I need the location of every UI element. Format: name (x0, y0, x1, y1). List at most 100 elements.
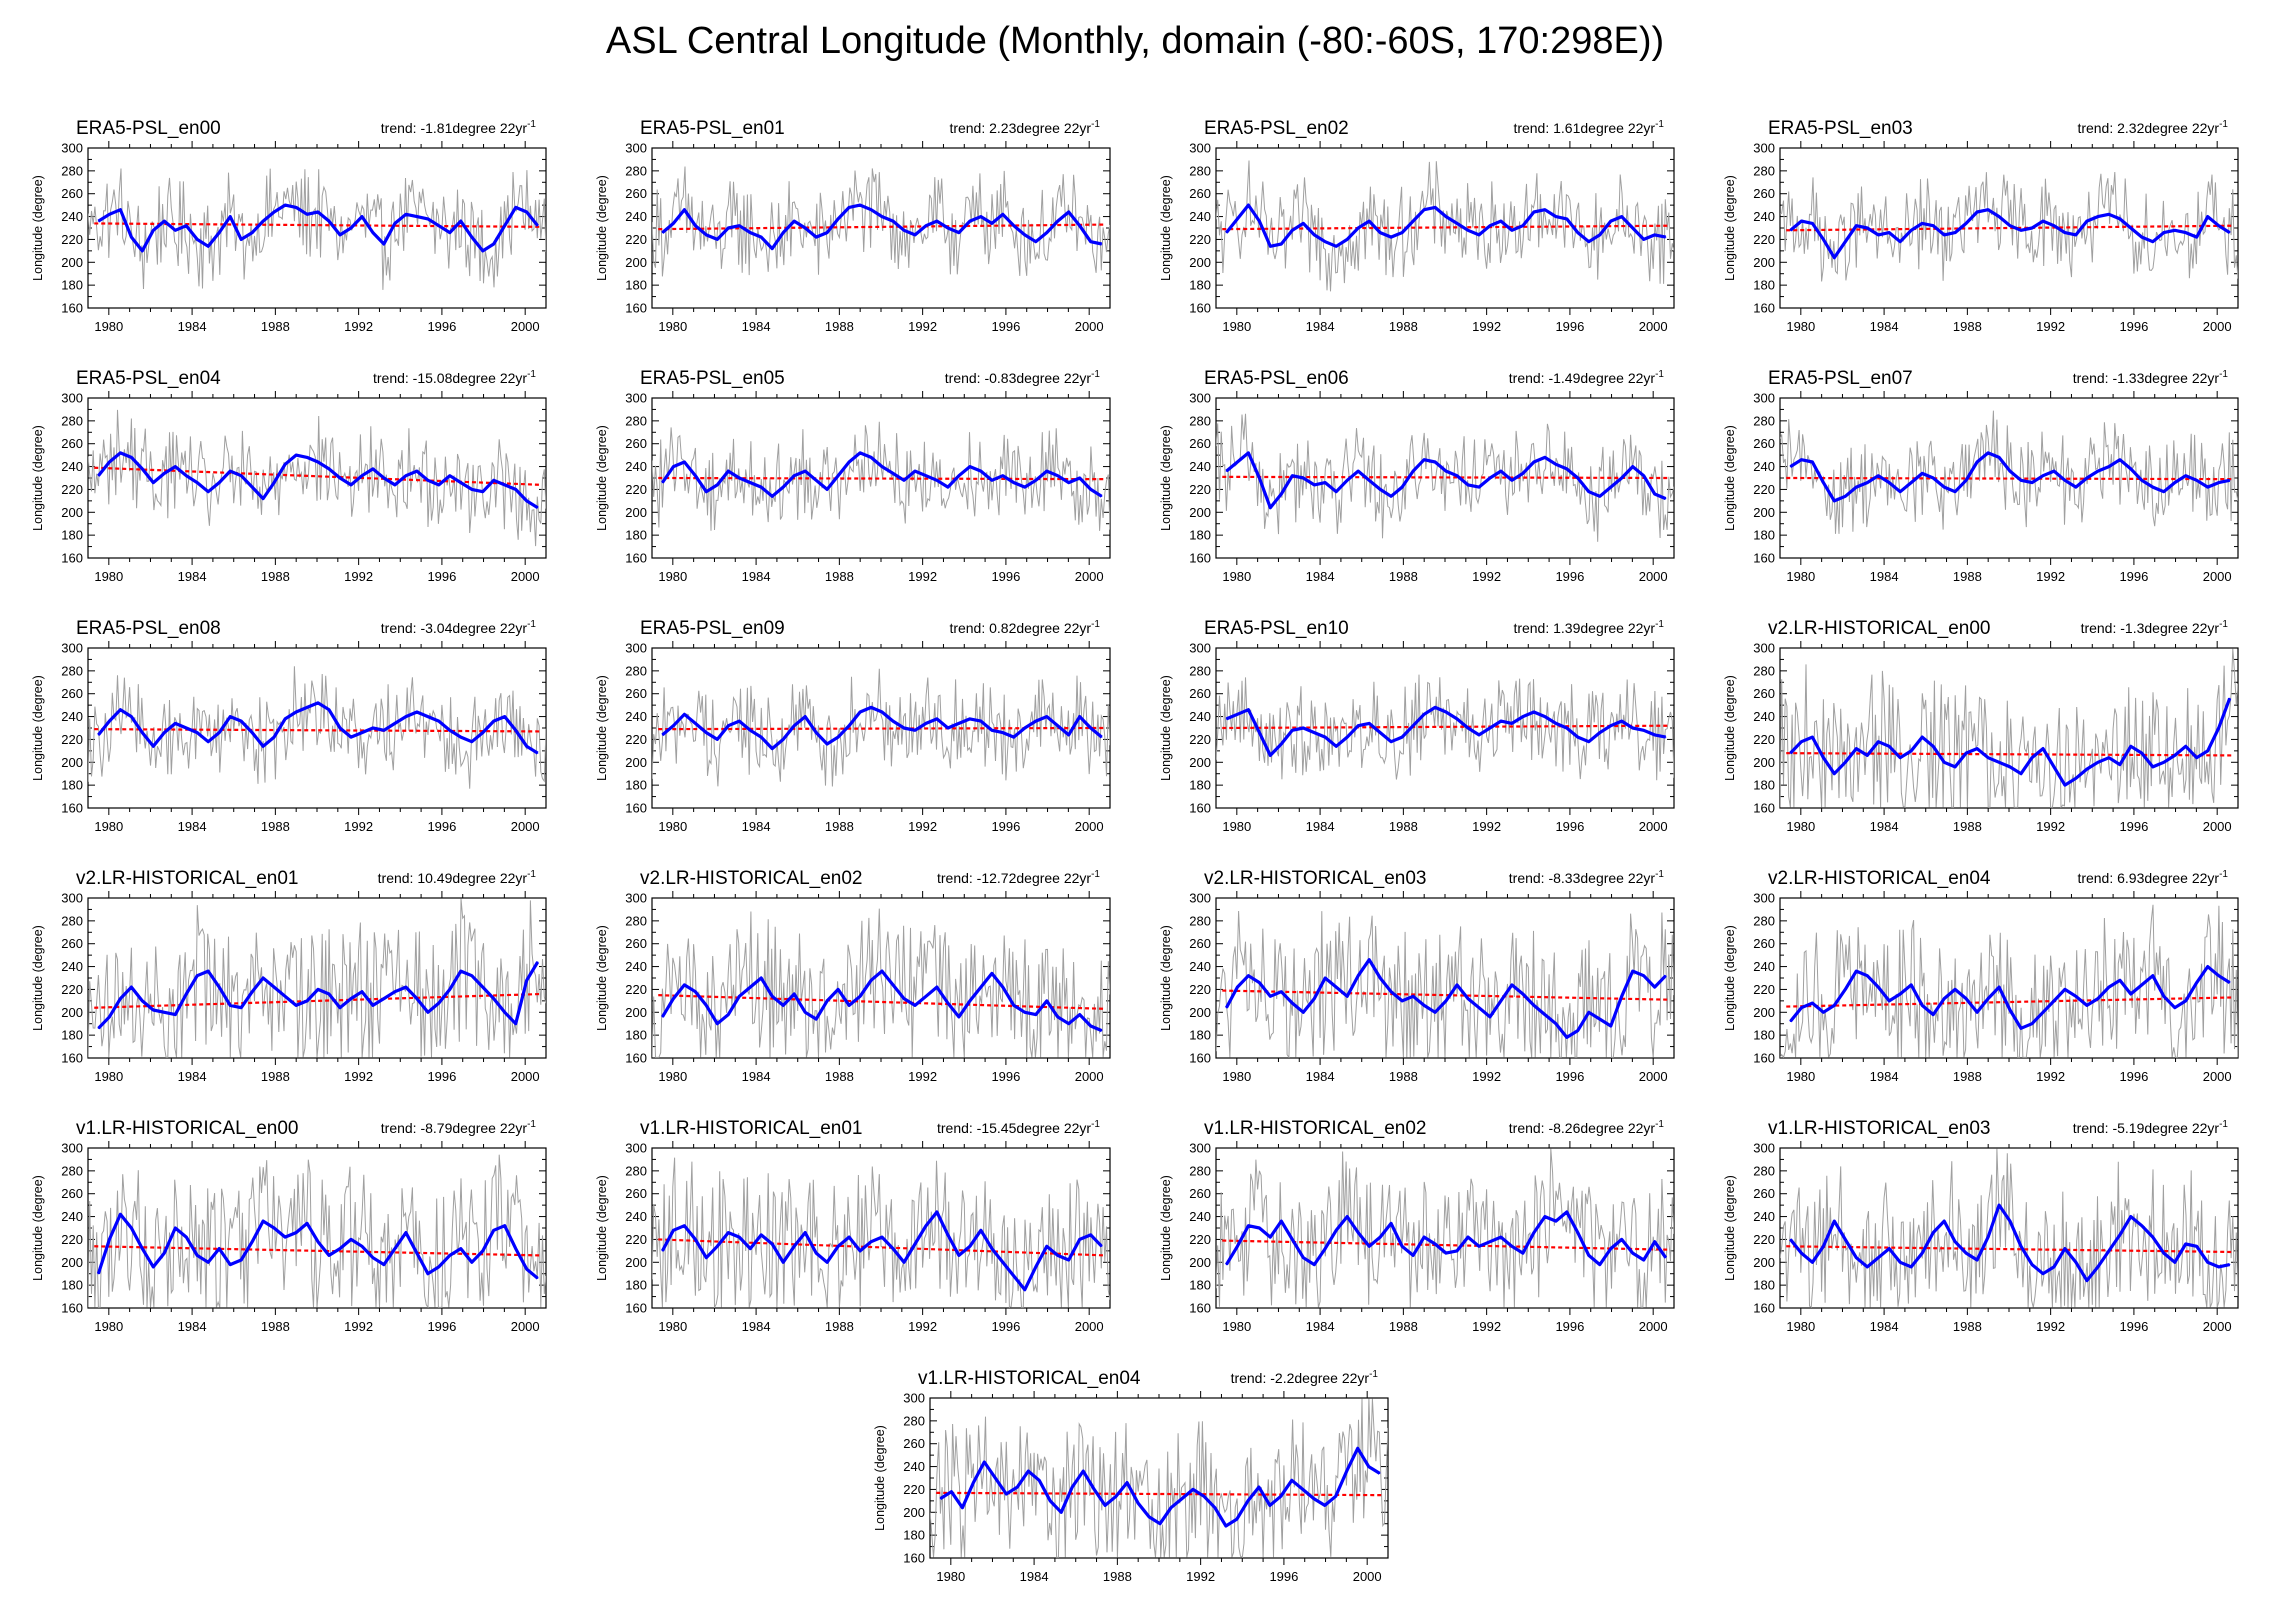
smoothed-series (97, 961, 540, 1030)
smoothed-point (1357, 725, 1359, 727)
y-tick-label: 280 (61, 413, 83, 428)
smoothed-point (958, 1254, 960, 1256)
y-axis-label: Longitude (degree) (1159, 425, 1173, 531)
smoothed-point (1511, 984, 1513, 986)
smoothed-point (2130, 993, 2132, 995)
x-tick-label: 1984 (1870, 569, 1899, 584)
smoothed-point (97, 475, 99, 477)
plot-frame (1215, 397, 1675, 559)
smoothed-point (727, 1014, 729, 1016)
smoothed-point (1632, 466, 1634, 468)
y-axis-label: Longitude (degree) (1723, 175, 1737, 281)
y-tick-label: 240 (1753, 959, 1775, 974)
y-tick-label: 220 (61, 732, 83, 747)
smoothed-point (925, 1225, 927, 1227)
smoothed-point (493, 1229, 495, 1231)
y-tick-label: 280 (625, 1163, 647, 1178)
x-tick-label: 1980 (658, 1319, 687, 1334)
y-tick-label: 240 (1753, 1209, 1775, 1224)
y-axis-label: Longitude (degree) (1723, 675, 1737, 781)
x-tick-label: 1992 (1186, 1569, 1215, 1584)
y-tick-label: 260 (61, 686, 83, 701)
smoothed-point (1379, 732, 1381, 734)
y-tick-label: 180 (61, 1028, 83, 1043)
x-tick-label: 2000 (1639, 319, 1668, 334)
x-tick-label: 1980 (94, 1319, 123, 1334)
smoothed-point (218, 232, 220, 234)
smoothed-point (515, 1023, 517, 1025)
trend-line (658, 994, 1106, 1010)
panel-title: ERA5-PSL_en00 (76, 118, 221, 139)
smoothed-point (1943, 1220, 1945, 1222)
smoothed-point (1434, 461, 1436, 463)
smoothed-point (1313, 1264, 1315, 1266)
y-tick-label: 200 (1753, 755, 1775, 770)
smoothed-point (1877, 741, 1879, 743)
y-axis-label: Longitude (degree) (1723, 425, 1737, 531)
x-tick-label: 1996 (2119, 569, 2148, 584)
smoothed-point (1423, 459, 1425, 461)
x-tick-label: 2000 (511, 569, 540, 584)
smoothed-point (870, 456, 872, 458)
smoothed-point (1467, 998, 1469, 1000)
smoothed-point (1346, 1470, 1348, 1472)
chart-panel-v1.LR-HISTORICAL_en01: 160 180 200 220 240 260 280 300 1980 1984 1988 1992… (595, 1118, 1111, 1334)
y-tick-label: 240 (1189, 959, 1211, 974)
y-tick-label: 160 (625, 1051, 647, 1066)
smoothed-point (672, 222, 675, 224)
y-tick-label: 160 (903, 1551, 925, 1566)
smoothed-point (504, 716, 506, 718)
x-tick-label: 1988 (261, 1319, 290, 1334)
x-tick-label: 1980 (94, 319, 123, 334)
y-tick-label: 300 (625, 891, 647, 906)
smoothed-point (705, 491, 707, 493)
smoothed-point (1368, 220, 1370, 222)
smoothed-point (1811, 222, 1813, 224)
y-tick-label: 200 (1189, 1255, 1211, 1270)
x-tick-label: 1980 (1222, 1319, 1251, 1334)
monthly-series (1216, 674, 1674, 781)
smoothed-point (1588, 1254, 1590, 1256)
y-tick-label: 280 (625, 913, 647, 928)
smoothed-point (196, 1254, 198, 1256)
smoothed-point (672, 998, 675, 1000)
x-tick-label: 1996 (991, 569, 1020, 584)
smoothed-point (2053, 766, 2055, 768)
smoothed-point (1247, 1500, 1249, 1502)
y-tick-label: 260 (1189, 686, 1211, 701)
smoothed-point (438, 1002, 440, 1004)
trend-line (94, 728, 542, 733)
smoothed-point (1423, 209, 1425, 211)
x-tick-label: 1996 (991, 1069, 1020, 1084)
smoothed-point (983, 1461, 985, 1463)
smoothed-point (727, 470, 729, 472)
y-tick-label: 300 (61, 141, 83, 156)
x-tick-label: 1984 (1870, 319, 1899, 334)
smoothed-point (2031, 227, 2033, 229)
x-tick-label: 1992 (344, 319, 373, 334)
x-tick-label: 1992 (1472, 1319, 1501, 1334)
y-tick-label: 300 (61, 391, 83, 406)
x-tick-label: 2000 (2203, 1319, 2232, 1334)
smoothed-point (661, 232, 664, 234)
y-tick-label: 220 (1753, 232, 1775, 247)
smoothed-point (1302, 1488, 1304, 1490)
smoothed-point (97, 1027, 99, 1029)
smoothed-point (1467, 727, 1469, 729)
y-tick-label: 180 (61, 1278, 83, 1293)
y-tick-label: 160 (625, 801, 647, 816)
smoothed-point (1090, 1025, 1092, 1027)
y-tick-label: 200 (61, 1005, 83, 1020)
smoothed-point (207, 970, 209, 972)
y-axis-label: Longitude (degree) (1159, 1175, 1173, 1281)
y-tick-label: 200 (61, 755, 83, 770)
smoothed-point (372, 1257, 374, 1259)
smoothed-point (1090, 241, 1092, 243)
x-tick-label: 1980 (1222, 819, 1251, 834)
panel-title: v2.LR-HISTORICAL_en04 (1768, 868, 1991, 889)
x-tick-label: 2000 (1639, 569, 1668, 584)
plot-frame (87, 647, 547, 809)
smoothed-point (1423, 713, 1425, 715)
smoothed-point (1965, 222, 1967, 224)
smoothed-point (1478, 1245, 1480, 1247)
